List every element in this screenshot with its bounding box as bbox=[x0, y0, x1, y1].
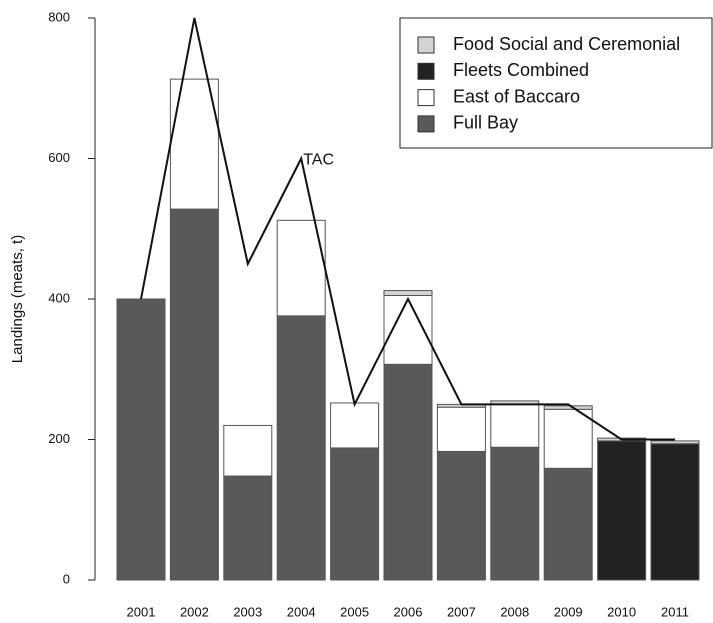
legend-swatch bbox=[417, 115, 435, 133]
bar-segment bbox=[223, 475, 273, 581]
bar-segment bbox=[330, 447, 380, 581]
y-tick-label: 200 bbox=[48, 431, 70, 446]
y-tick-label: 0 bbox=[63, 571, 70, 586]
x-tick-label: 2007 bbox=[447, 604, 476, 619]
bar-segment bbox=[383, 290, 433, 296]
bar-segment bbox=[543, 405, 593, 410]
legend-box bbox=[399, 17, 713, 149]
legend-label: East of Baccaro bbox=[453, 86, 580, 106]
x-tick-label: 2003 bbox=[233, 604, 262, 619]
y-tick-label: 600 bbox=[48, 150, 70, 165]
x-tick-label: 2001 bbox=[127, 604, 156, 619]
y-tick-label: 800 bbox=[48, 9, 70, 24]
x-tick-label: 2010 bbox=[607, 604, 636, 619]
bar-segment bbox=[383, 294, 433, 365]
bar-segment bbox=[436, 450, 486, 581]
y-tick-label: 400 bbox=[48, 290, 70, 305]
x-tick-label: 2008 bbox=[500, 604, 529, 619]
x-tick-label: 2005 bbox=[340, 604, 369, 619]
bar-segment bbox=[436, 406, 486, 452]
bar-segment bbox=[597, 440, 647, 581]
bar-segment bbox=[223, 424, 273, 477]
x-tick-label: 2004 bbox=[287, 604, 316, 619]
tac-line bbox=[140, 17, 675, 441]
bar-segment bbox=[116, 298, 166, 581]
bar-segment bbox=[330, 402, 380, 449]
x-tick-label: 2011 bbox=[661, 604, 689, 619]
bar-segment bbox=[490, 446, 540, 581]
bar-segment bbox=[650, 440, 700, 445]
bar-segment bbox=[543, 467, 593, 581]
legend-swatch bbox=[417, 62, 435, 80]
tac-label: TAC bbox=[303, 152, 334, 169]
legend-label: Fleets Combined bbox=[453, 60, 589, 80]
y-axis-label: Landings (meats, t) bbox=[9, 235, 26, 363]
legend-label: Food Social and Ceremonial bbox=[453, 34, 680, 54]
legend-swatch bbox=[417, 89, 435, 107]
bar-segment bbox=[650, 443, 700, 581]
x-tick-label: 2002 bbox=[180, 604, 209, 619]
bar-segment bbox=[276, 315, 326, 581]
bar-segment bbox=[543, 408, 593, 469]
legend-swatch bbox=[417, 36, 435, 54]
bar-segment bbox=[490, 403, 540, 448]
x-tick-label: 2009 bbox=[554, 604, 583, 619]
bar-segment bbox=[169, 208, 219, 581]
x-tick-label: 2006 bbox=[394, 604, 423, 619]
legend-label: Full Bay bbox=[453, 113, 518, 133]
bar-segment bbox=[383, 363, 433, 581]
